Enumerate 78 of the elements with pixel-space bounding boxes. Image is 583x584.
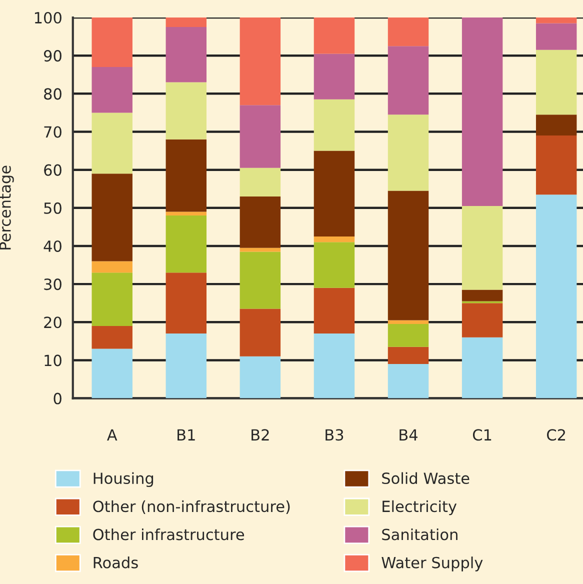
legend-label: Water Supply xyxy=(382,556,483,572)
bar xyxy=(314,150,355,236)
y-tick-label: 20 xyxy=(44,316,62,328)
bar xyxy=(240,248,281,252)
bar xyxy=(92,174,132,262)
bar xyxy=(240,196,281,248)
bar xyxy=(388,364,429,398)
y-tick-label: 90 xyxy=(44,50,62,62)
y-tick-label: 30 xyxy=(44,278,62,290)
bar xyxy=(240,105,281,168)
bar xyxy=(240,168,281,196)
bar xyxy=(166,272,207,334)
bar xyxy=(314,236,355,242)
bar xyxy=(314,99,355,151)
x-tick-label: B2 xyxy=(252,429,269,440)
bar xyxy=(92,261,132,273)
bar xyxy=(92,18,132,68)
bar xyxy=(92,272,132,326)
bar xyxy=(314,18,355,54)
bar xyxy=(92,348,132,398)
bar xyxy=(462,206,503,290)
y-tick-label: 0 xyxy=(54,392,62,404)
x-tick-label: B4 xyxy=(400,429,418,440)
bar xyxy=(166,18,207,28)
bar xyxy=(388,324,429,347)
bar xyxy=(536,23,577,50)
bar xyxy=(462,290,503,302)
bar xyxy=(388,346,429,364)
bar xyxy=(314,54,355,100)
bar xyxy=(536,194,577,398)
bar xyxy=(314,288,355,334)
legend-label: Solid Waste xyxy=(382,472,470,484)
bar xyxy=(240,18,281,106)
x-tick-label: C2 xyxy=(547,429,566,441)
bar xyxy=(536,18,577,24)
bar xyxy=(166,82,207,140)
y-tick-label: 10 xyxy=(44,354,62,366)
legend-label: Electricity xyxy=(382,500,457,516)
bar xyxy=(462,18,503,206)
bar xyxy=(314,242,355,288)
bar xyxy=(166,334,207,398)
bar xyxy=(240,252,281,309)
legend-label: Sanitation xyxy=(382,528,458,540)
legend-label: Other infrastructure xyxy=(93,528,244,540)
x-tick-label: B1 xyxy=(178,429,195,440)
bar xyxy=(536,114,577,136)
bar xyxy=(92,112,132,174)
bar xyxy=(166,27,207,82)
bar xyxy=(240,308,281,356)
y-tick-label: 40 xyxy=(44,240,62,252)
bar xyxy=(388,18,429,46)
y-tick-label: 70 xyxy=(44,126,62,138)
bar xyxy=(462,337,503,398)
bar xyxy=(462,303,503,338)
bar xyxy=(166,212,207,216)
bar xyxy=(166,139,207,212)
y-tick-label: 60 xyxy=(44,164,62,176)
legend-label: Roads xyxy=(94,556,138,568)
bar xyxy=(92,67,132,113)
x-tick-label: B3 xyxy=(326,429,344,441)
legend-label: Other (non-infrastructure) xyxy=(93,500,290,514)
x-tick-label: A xyxy=(107,429,118,440)
x-tick-label: C1 xyxy=(472,429,492,441)
legend-label: Housing xyxy=(94,472,154,488)
y-axis-title: Percentage xyxy=(0,166,14,250)
bar xyxy=(388,320,429,324)
bar xyxy=(536,136,577,195)
bar xyxy=(536,50,577,115)
bar xyxy=(240,356,281,398)
y-tick-label: 80 xyxy=(44,88,62,100)
bar xyxy=(314,334,355,398)
y-tick-label: 50 xyxy=(44,202,62,214)
bar xyxy=(388,46,429,115)
bar xyxy=(166,216,207,273)
bar xyxy=(92,326,132,349)
y-tick-label: 100 xyxy=(34,12,62,24)
bar xyxy=(388,114,429,191)
bar xyxy=(388,190,429,320)
